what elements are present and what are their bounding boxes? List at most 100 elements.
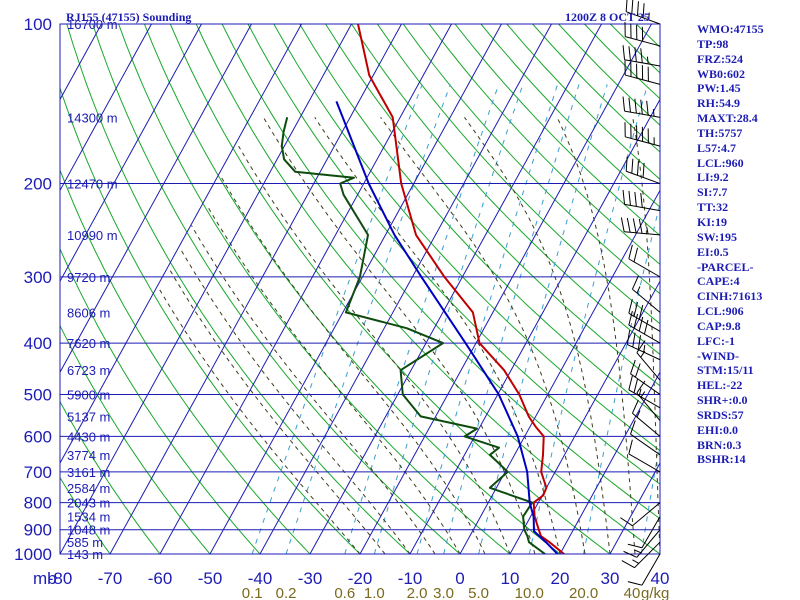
moist-adiabat — [238, 145, 511, 554]
barb-flag — [636, 160, 639, 176]
barb-staff — [632, 502, 661, 527]
pressure-tick-label: 400 — [24, 334, 52, 353]
dry-adiabat — [60, 400, 161, 554]
wind-barb — [622, 96, 661, 118]
barb-flag — [626, 330, 631, 345]
wind-barb — [628, 375, 661, 409]
isotherm — [159, 24, 452, 554]
sounding-traces — [280, 24, 567, 554]
isotherm — [409, 98, 660, 554]
moist-adiabat — [464, 117, 611, 554]
temperature-tick-label: 30 — [601, 569, 620, 588]
barb-flag — [628, 375, 633, 390]
dry-adiabat — [60, 86, 361, 554]
mixing-ratio-unit-label: g/kg — [641, 585, 669, 600]
height-label: 1048 m — [67, 523, 110, 538]
barb-flag — [638, 316, 644, 332]
height-label: 14300 m — [67, 110, 118, 125]
index-item: CAPE:4 — [697, 274, 740, 289]
moist-adiabat — [158, 287, 361, 554]
barb-flag — [633, 313, 639, 329]
temperature-tick-label: -10 — [398, 569, 423, 588]
mixing-ratio-tick-label: 2.0 — [407, 585, 428, 600]
mixing-ratio-line — [416, 84, 559, 554]
isotherm — [559, 371, 660, 554]
parcel-trace — [335, 101, 559, 554]
barb-half-flag — [648, 12, 650, 20]
mixing-ratio-tick-label: 0.2 — [276, 585, 297, 600]
index-item: CINH:71613 — [697, 289, 763, 304]
barb-flag — [628, 190, 631, 206]
mixing-ratio-line — [285, 84, 451, 554]
height-label: 585 m — [67, 535, 103, 550]
wind-barb — [624, 60, 661, 85]
index-item: SRDS:57 — [697, 407, 744, 422]
barb-flag — [630, 359, 636, 374]
height-label: 7620 m — [67, 336, 110, 351]
index-item: MAXT:28.4 — [697, 111, 758, 126]
mixing-ratio-tick-label: 0.6 — [334, 585, 355, 600]
moist-adiabat — [221, 177, 486, 554]
index-item: FRZ:524 — [697, 51, 743, 66]
barb-flag — [633, 302, 639, 317]
barb-flag — [628, 299, 633, 314]
barb-flag — [634, 191, 637, 207]
wind-barb — [630, 359, 661, 395]
temperature-tick-label: 20 — [551, 569, 570, 588]
pressure-tick-label: 600 — [24, 427, 52, 446]
wind-barb — [626, 330, 661, 361]
moist-adiabat — [168, 268, 386, 554]
height-label: 143 m — [67, 547, 103, 562]
barb-flag — [631, 275, 639, 290]
pressure-tick-label: 200 — [24, 175, 52, 194]
index-item: TT:32 — [697, 200, 729, 215]
plot-frame — [59, 23, 661, 555]
pressure-tick-label: 900 — [24, 521, 52, 540]
index-item: -WIND- — [697, 348, 739, 363]
barb-flag — [628, 46, 631, 61]
barb-flag — [627, 543, 643, 549]
barb-flag — [623, 550, 638, 558]
pressure-tick-label: 800 — [24, 494, 52, 513]
index-item: TP:98 — [697, 36, 729, 51]
mixing-ratio-tick-label: 40 — [624, 585, 641, 600]
index-item: TH:5757 — [697, 125, 743, 140]
barb-flag — [622, 45, 626, 60]
wind-barb — [636, 340, 661, 381]
mixing-ratio-line — [528, 84, 649, 554]
isotherm — [359, 24, 652, 554]
index-item: SW:195 — [697, 229, 738, 244]
barb-flag — [636, 340, 646, 353]
height-label: 5137 m — [67, 409, 110, 424]
height-label: 2584 m — [67, 481, 110, 496]
wind-barbs — [620, 0, 661, 586]
barb-flag — [637, 335, 642, 350]
moist-adiabat — [191, 225, 436, 554]
mixing-ratio-tick-label: 0.1 — [242, 585, 263, 600]
moist-adiabat — [262, 117, 536, 554]
barb-half-flag — [640, 391, 646, 398]
barb-flag — [631, 158, 634, 174]
barb-flag — [642, 162, 645, 178]
isotherm — [60, 24, 152, 192]
barb-half-flag — [632, 559, 640, 564]
dewpoint-trace — [280, 117, 547, 554]
isotherm — [309, 24, 602, 554]
pressure-tick-label: 100 — [24, 15, 52, 34]
pressure-tick-label: 700 — [24, 463, 52, 482]
dry-adiabat — [325, 24, 660, 387]
isotherm — [60, 24, 252, 374]
barb-staff — [641, 553, 661, 586]
height-label: 5900 m — [67, 387, 110, 402]
isotherm — [609, 462, 660, 554]
mixing-ratio-line — [344, 84, 500, 554]
height-label: 2043 m — [67, 496, 110, 511]
barb-staff — [628, 258, 661, 278]
barb-half-flag — [646, 226, 649, 234]
wind-barb — [630, 420, 661, 456]
mixing-ratio-line — [373, 84, 524, 554]
height-label: 4430 m — [67, 429, 110, 444]
barb-staff — [630, 433, 661, 456]
barb-flag — [640, 99, 643, 115]
dry-adiabat — [60, 168, 311, 554]
